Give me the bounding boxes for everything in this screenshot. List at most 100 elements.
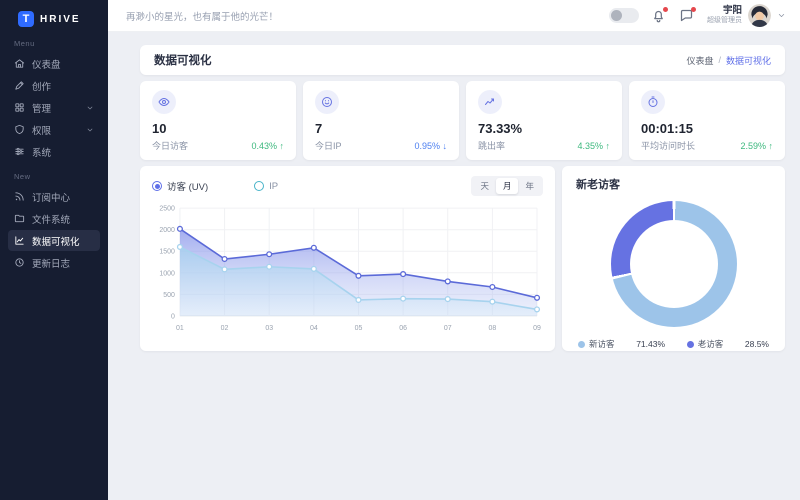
legend-老访客[interactable]: 老访客 bbox=[686, 338, 723, 350]
data-point bbox=[355, 296, 362, 303]
sidebar-nav: Menu 仪表盘 创作 管理 权限 系统 New 订阅中心 文件系统 数据可视化 更新日志 bbox=[8, 39, 100, 273]
sidebar-item-文件系统[interactable]: 文件系统 bbox=[8, 208, 100, 229]
home-icon bbox=[14, 59, 25, 68]
data-point bbox=[533, 306, 541, 313]
visitor-type-card: 新老访客 新访客 71.43% 老访客 28.5% bbox=[562, 166, 785, 351]
legend-新访客[interactable]: 新访客 bbox=[578, 338, 615, 350]
user-role: 超级管理员 bbox=[707, 17, 742, 25]
data-point bbox=[400, 295, 407, 302]
stat-delta: 4.35% ↑ bbox=[577, 140, 610, 151]
sidebar: T HRIVE Menu 仪表盘 创作 管理 权限 系统 New 订阅中心 文件系统 数据可视化更… bbox=[0, 0, 108, 500]
series-toggle-label: 访客 (UV) bbox=[167, 182, 209, 193]
chat-icon bbox=[680, 9, 693, 21]
data-point bbox=[221, 266, 228, 273]
chart-header: 访客 (UV) IP 天月年 bbox=[152, 176, 543, 196]
trend-icon bbox=[485, 98, 494, 105]
logo[interactable]: T HRIVE bbox=[8, 9, 100, 27]
data-point bbox=[266, 263, 273, 270]
data-point bbox=[176, 225, 183, 232]
stat-value: 10 bbox=[152, 121, 167, 136]
data-point bbox=[444, 278, 451, 285]
x-tick: 05 bbox=[355, 325, 363, 332]
chart-icon bbox=[15, 236, 24, 245]
stats-row: 10 今日访客 0.43% ↑ 7 今日IP 0.95% ↓ 73.33% 跳出率 4.35% … bbox=[140, 81, 785, 160]
sidebar-item-label: 管理 bbox=[32, 103, 52, 115]
smiley-icon bbox=[315, 90, 339, 114]
history-icon bbox=[15, 258, 24, 267]
sidebar-item-仪表盘[interactable]: 仪表盘 bbox=[8, 53, 100, 74]
legend-dot-icon bbox=[686, 340, 694, 348]
series-toggle-IP[interactable]: IP bbox=[254, 179, 278, 193]
data-point bbox=[266, 251, 273, 258]
sidebar-item-订阅中心[interactable]: 订阅中心 bbox=[8, 186, 100, 207]
period-tab-天[interactable]: 天 bbox=[480, 181, 489, 191]
donut-chart-title: 新老访客 bbox=[576, 179, 620, 191]
messages-button[interactable] bbox=[679, 6, 696, 24]
sidebar-item-更新日志[interactable]: 更新日志 bbox=[8, 252, 100, 273]
sidebar-item-label: 创作 bbox=[32, 81, 52, 93]
topbar-actions: 宇阳 超级管理员 bbox=[609, 4, 786, 27]
series-toggle-label: IP bbox=[269, 180, 279, 192]
sidebar-item-label: 数据可视化 bbox=[32, 236, 80, 248]
rss-icon bbox=[15, 192, 24, 201]
sidebar-item-label: 文件系统 bbox=[32, 214, 71, 226]
period-tab-月[interactable]: 月 bbox=[495, 178, 519, 194]
legend-value: 71.43% bbox=[636, 339, 666, 349]
eye-icon bbox=[158, 98, 170, 106]
timer-icon bbox=[641, 90, 665, 114]
stat-card-平均访问时长: 00:01:15 平均访问时长 2.59% ↑ bbox=[629, 81, 785, 160]
sidebar-item-创作[interactable]: 创作 bbox=[8, 75, 100, 96]
user-menu[interactable]: 宇阳 超级管理员 bbox=[707, 4, 786, 27]
bell-icon bbox=[654, 10, 663, 22]
grid-icon bbox=[15, 103, 24, 112]
trend-icon bbox=[478, 90, 502, 114]
period-tabs: 天月年 bbox=[471, 176, 543, 196]
shield-icon bbox=[15, 124, 24, 135]
sidebar-item-label: 系统 bbox=[32, 147, 52, 159]
smiley-icon bbox=[322, 97, 332, 107]
notifications-button[interactable] bbox=[651, 6, 668, 24]
y-tick: 2000 bbox=[159, 227, 175, 234]
x-tick: 08 bbox=[488, 325, 496, 332]
x-tick: 03 bbox=[265, 325, 273, 332]
legend-dot-icon bbox=[578, 340, 585, 348]
y-tick: 0 bbox=[171, 313, 175, 320]
data-point bbox=[221, 255, 228, 263]
theme-toggle[interactable] bbox=[609, 8, 639, 23]
page-header-card: 数据可视化 仪表盘 / 数据可视化 bbox=[140, 45, 785, 75]
stat-card-今日访客: 10 今日访客 0.43% ↑ bbox=[140, 81, 296, 160]
pencil-icon bbox=[15, 81, 24, 90]
eye-icon bbox=[152, 90, 176, 114]
logo-icon: T bbox=[18, 11, 34, 27]
visitors-trend-card: 访客 (UV) IP 天月年 0 500 1000 1500 2000 2500 01 02 03… bbox=[140, 166, 555, 351]
stat-label: 平均访问时长 bbox=[641, 141, 696, 151]
stat-delta: 2.59% ↑ bbox=[740, 140, 773, 151]
y-tick: 1000 bbox=[159, 270, 175, 277]
sidebar-item-权限[interactable]: 权限 bbox=[8, 119, 100, 140]
breadcrumb-dashboard[interactable]: 仪表盘 bbox=[686, 55, 714, 66]
data-point bbox=[355, 272, 362, 279]
chevron-down-icon bbox=[778, 14, 785, 17]
x-tick: 07 bbox=[444, 325, 452, 332]
stat-value: 00:01:15 bbox=[641, 121, 694, 136]
series-toggle-访客 (UV)[interactable]: 访客 (UV) bbox=[152, 179, 208, 193]
sidebar-item-管理[interactable]: 管理 bbox=[8, 97, 100, 118]
sidebar-item-数据可视化[interactable]: 数据可视化 bbox=[8, 230, 100, 251]
theme-toggle-knob bbox=[611, 10, 622, 21]
x-tick: 02 bbox=[221, 325, 229, 332]
donut-legend: 新访客 71.43% 老访客 28.5% bbox=[576, 338, 771, 350]
x-tick: 09 bbox=[533, 325, 541, 332]
sidebar-item-系统[interactable]: 系统 bbox=[8, 141, 100, 162]
stat-delta: 0.95% ↓ bbox=[414, 140, 447, 151]
stat-card-跳出率: 73.33% 跳出率 4.35% ↑ bbox=[466, 81, 622, 160]
period-tab-年[interactable]: 年 bbox=[525, 181, 534, 191]
breadcrumb: 仪表盘 / 数据可视化 bbox=[686, 54, 771, 67]
data-point bbox=[310, 244, 317, 251]
folder-icon bbox=[14, 214, 25, 223]
stat-label: 跳出率 bbox=[478, 141, 506, 151]
sidebar-item-label: 仪表盘 bbox=[32, 59, 61, 71]
logo-text: HRIVE bbox=[40, 13, 81, 25]
stat-label: 今日IP bbox=[315, 141, 342, 151]
motto-text: 再渺小的星光，也有属于他的光芒！ bbox=[126, 11, 279, 23]
